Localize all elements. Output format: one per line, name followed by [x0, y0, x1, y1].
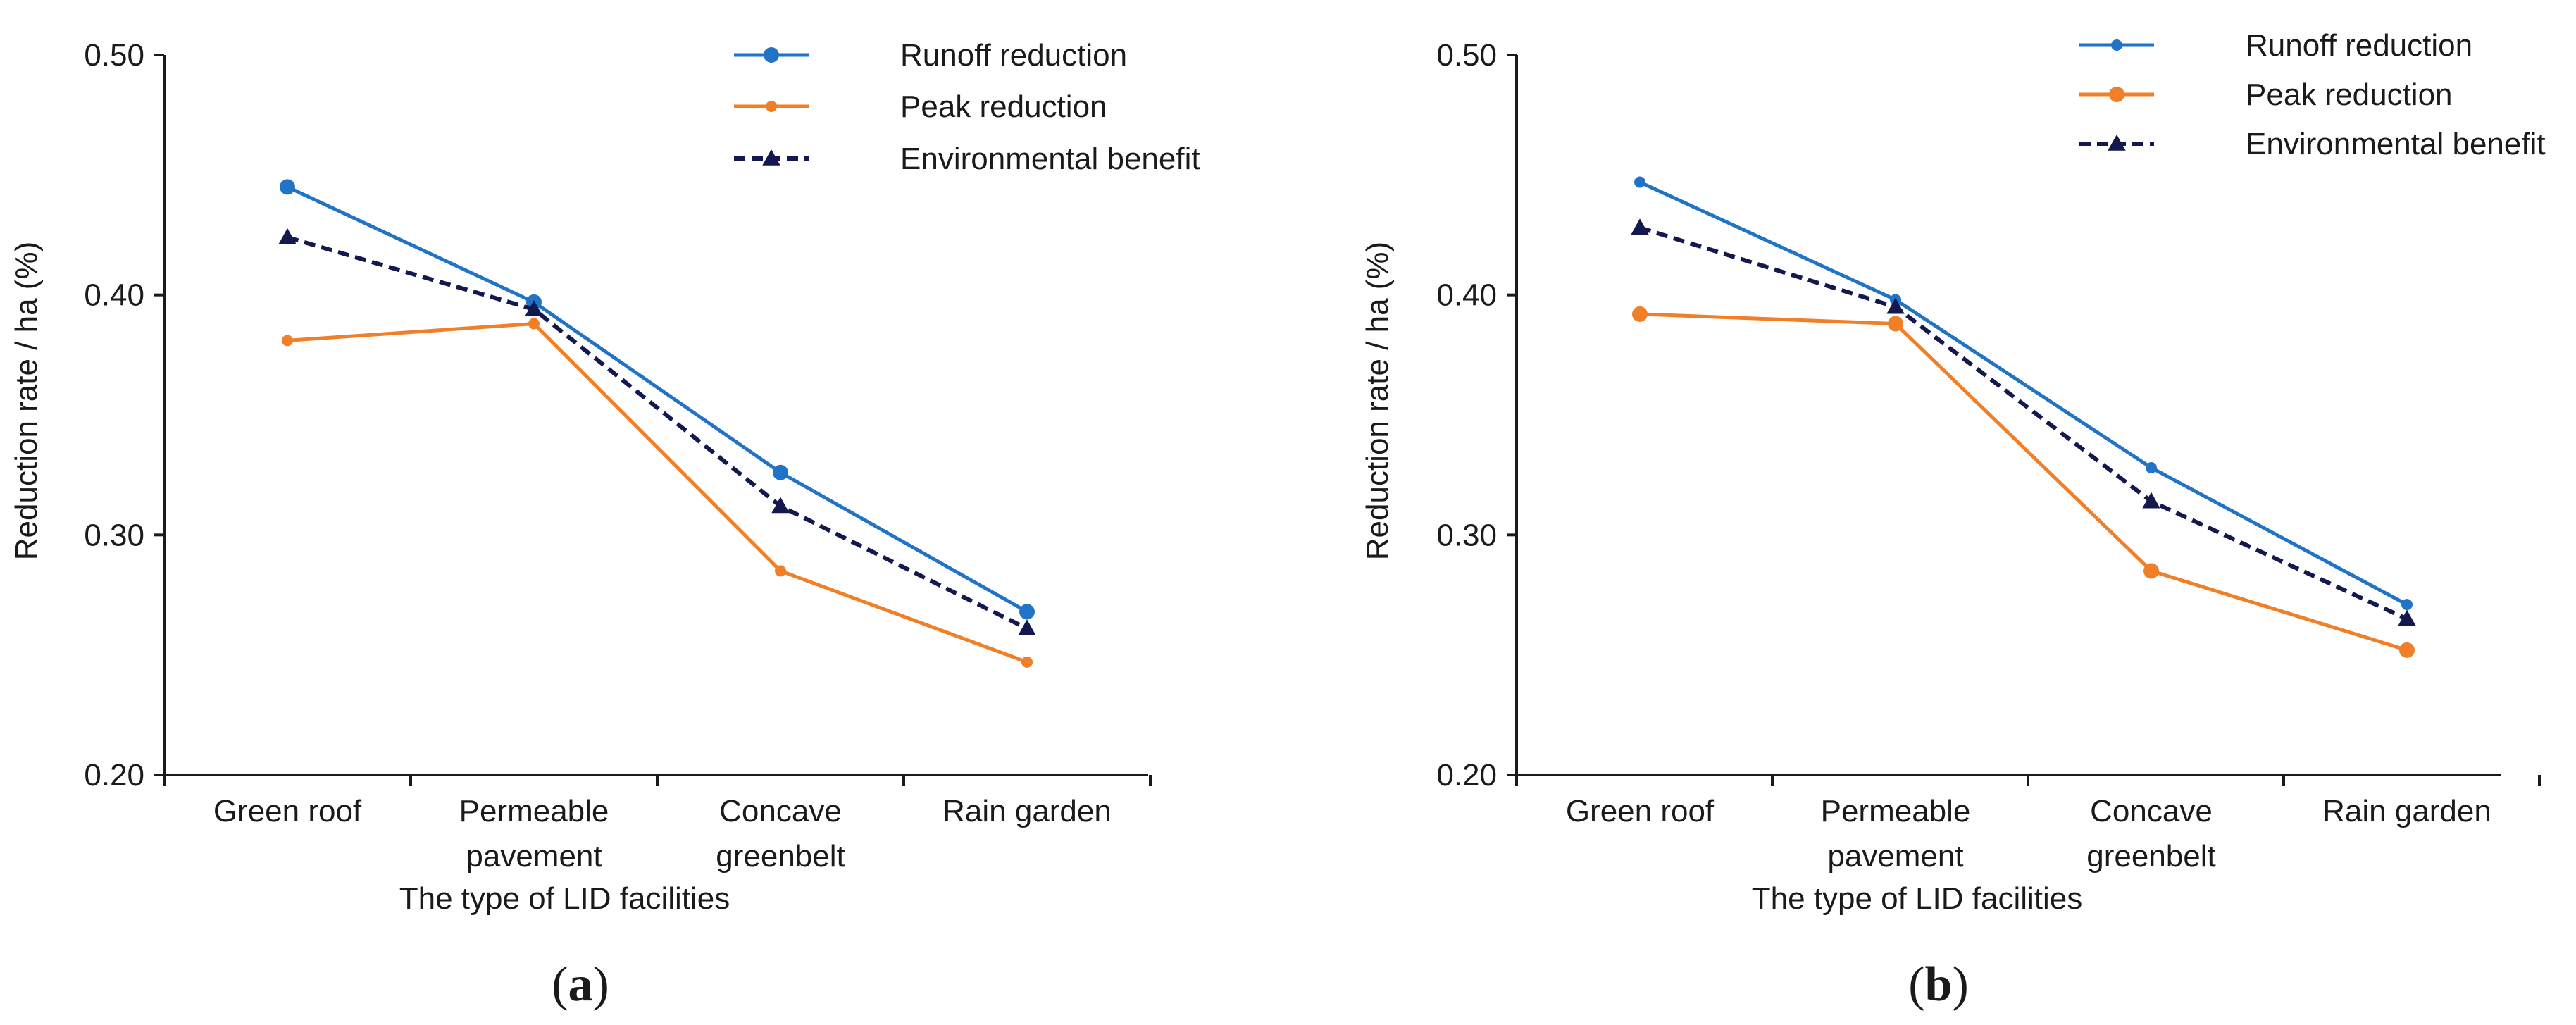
data-point-peak	[775, 565, 786, 577]
y-axis-title: Reduction rate / ha (%)	[9, 242, 44, 560]
series-line-peak	[287, 321, 1028, 664]
data-point-runoff	[2401, 599, 2413, 611]
y-tick-label: 0.20	[84, 758, 144, 793]
legend: Runoff reduction Peak reduction Environmen…	[2079, 28, 2546, 161]
x-tick-label: greenbelt	[716, 839, 845, 874]
data-point-peak	[1632, 306, 1648, 322]
legend-marker-runoff	[764, 47, 779, 63]
x-tick-label: Rain garden	[2322, 794, 2491, 828]
x-tick-label: Permeable	[459, 794, 609, 828]
data-point-runoff	[2146, 461, 2157, 473]
data-point-peak	[2399, 642, 2415, 658]
y-tick-label: 0.20	[1436, 758, 1497, 793]
legend-label-peak: Peak reduction	[2246, 77, 2453, 112]
data-point-environmental	[771, 497, 790, 514]
data-point-environmental	[2398, 609, 2416, 626]
series-line-environmental	[287, 235, 1028, 630]
data-point-runoff	[1019, 604, 1035, 620]
x-tick-label: greenbelt	[2086, 839, 2215, 874]
legend-marker-environmental	[2108, 134, 2126, 151]
data-point-runoff	[773, 464, 788, 480]
data-point-peak	[1888, 316, 1903, 332]
series-line-runoff	[286, 185, 1028, 614]
x-tick-label: pavement	[466, 839, 602, 874]
x-axis-title: The type of LID facilities	[399, 881, 730, 916]
data-point-peak	[528, 318, 540, 330]
x-axis-title: The type of LID facilities	[1752, 881, 2083, 916]
legend-label-runoff: Runoff reduction	[2246, 28, 2472, 63]
chart-panel-a: 0.20 0.30 0.40 0.50 Green roof Permeable pavem…	[9, 38, 1200, 1012]
panel-label: (b)	[1908, 957, 1969, 1012]
data-point-runoff	[280, 179, 295, 195]
data-point-environmental	[1018, 619, 1036, 635]
y-tick-label: 0.30	[84, 518, 144, 552]
x-tick-label: Concave	[2090, 794, 2213, 828]
data-point-peak	[1021, 656, 1033, 668]
x-tick-label: Green roof	[213, 794, 362, 828]
legend-label-peak: Peak reduction	[900, 89, 1107, 124]
chart-panel-b: 0.20 0.30 0.40 0.50 Green roof Permeable pavem…	[1360, 28, 2546, 1012]
data-point-environmental	[1886, 297, 1905, 314]
y-tick-label: 0.40	[84, 278, 144, 313]
y-tick-label: 0.40	[1436, 278, 1497, 313]
legend-marker-environmental	[762, 149, 780, 166]
series-line-peak	[1639, 312, 2408, 652]
data-point-peak	[282, 335, 293, 347]
legend-label-environmental: Environmental benefit	[2246, 127, 2546, 161]
data-point-runoff	[1634, 176, 1645, 188]
data-point-peak	[2143, 563, 2159, 579]
data-point-environmental	[278, 228, 297, 244]
x-tick-label: Concave	[719, 794, 842, 828]
y-tick-label: 0.50	[1436, 38, 1497, 73]
series-line-environmental	[1639, 225, 2408, 621]
legend-label-runoff: Runoff reduction	[900, 38, 1127, 73]
x-tick-label: Permeable	[1821, 794, 1971, 828]
x-tick-label: pavement	[1827, 839, 1963, 874]
legend-marker-peak	[766, 101, 777, 112]
data-point-environmental	[525, 300, 543, 316]
x-tick-label: Rain garden	[942, 794, 1112, 828]
data-point-environmental	[1631, 218, 1649, 235]
y-tick-label: 0.30	[1436, 518, 1497, 552]
y-tick-label: 0.50	[84, 38, 144, 73]
legend-marker-runoff	[2111, 39, 2122, 51]
x-tick-label: Green roof	[1566, 794, 1715, 828]
y-axis-title: Reduction rate / ha (%)	[1360, 242, 1395, 560]
legend-label-environmental: Environmental benefit	[900, 142, 1200, 176]
data-point-environmental	[2142, 492, 2160, 509]
legend-marker-peak	[2109, 87, 2124, 102]
series-line-runoff	[1638, 180, 2408, 607]
legend: Runoff reduction Peak reduction Environmen…	[734, 38, 1200, 176]
panel-label: (a)	[552, 957, 609, 1012]
